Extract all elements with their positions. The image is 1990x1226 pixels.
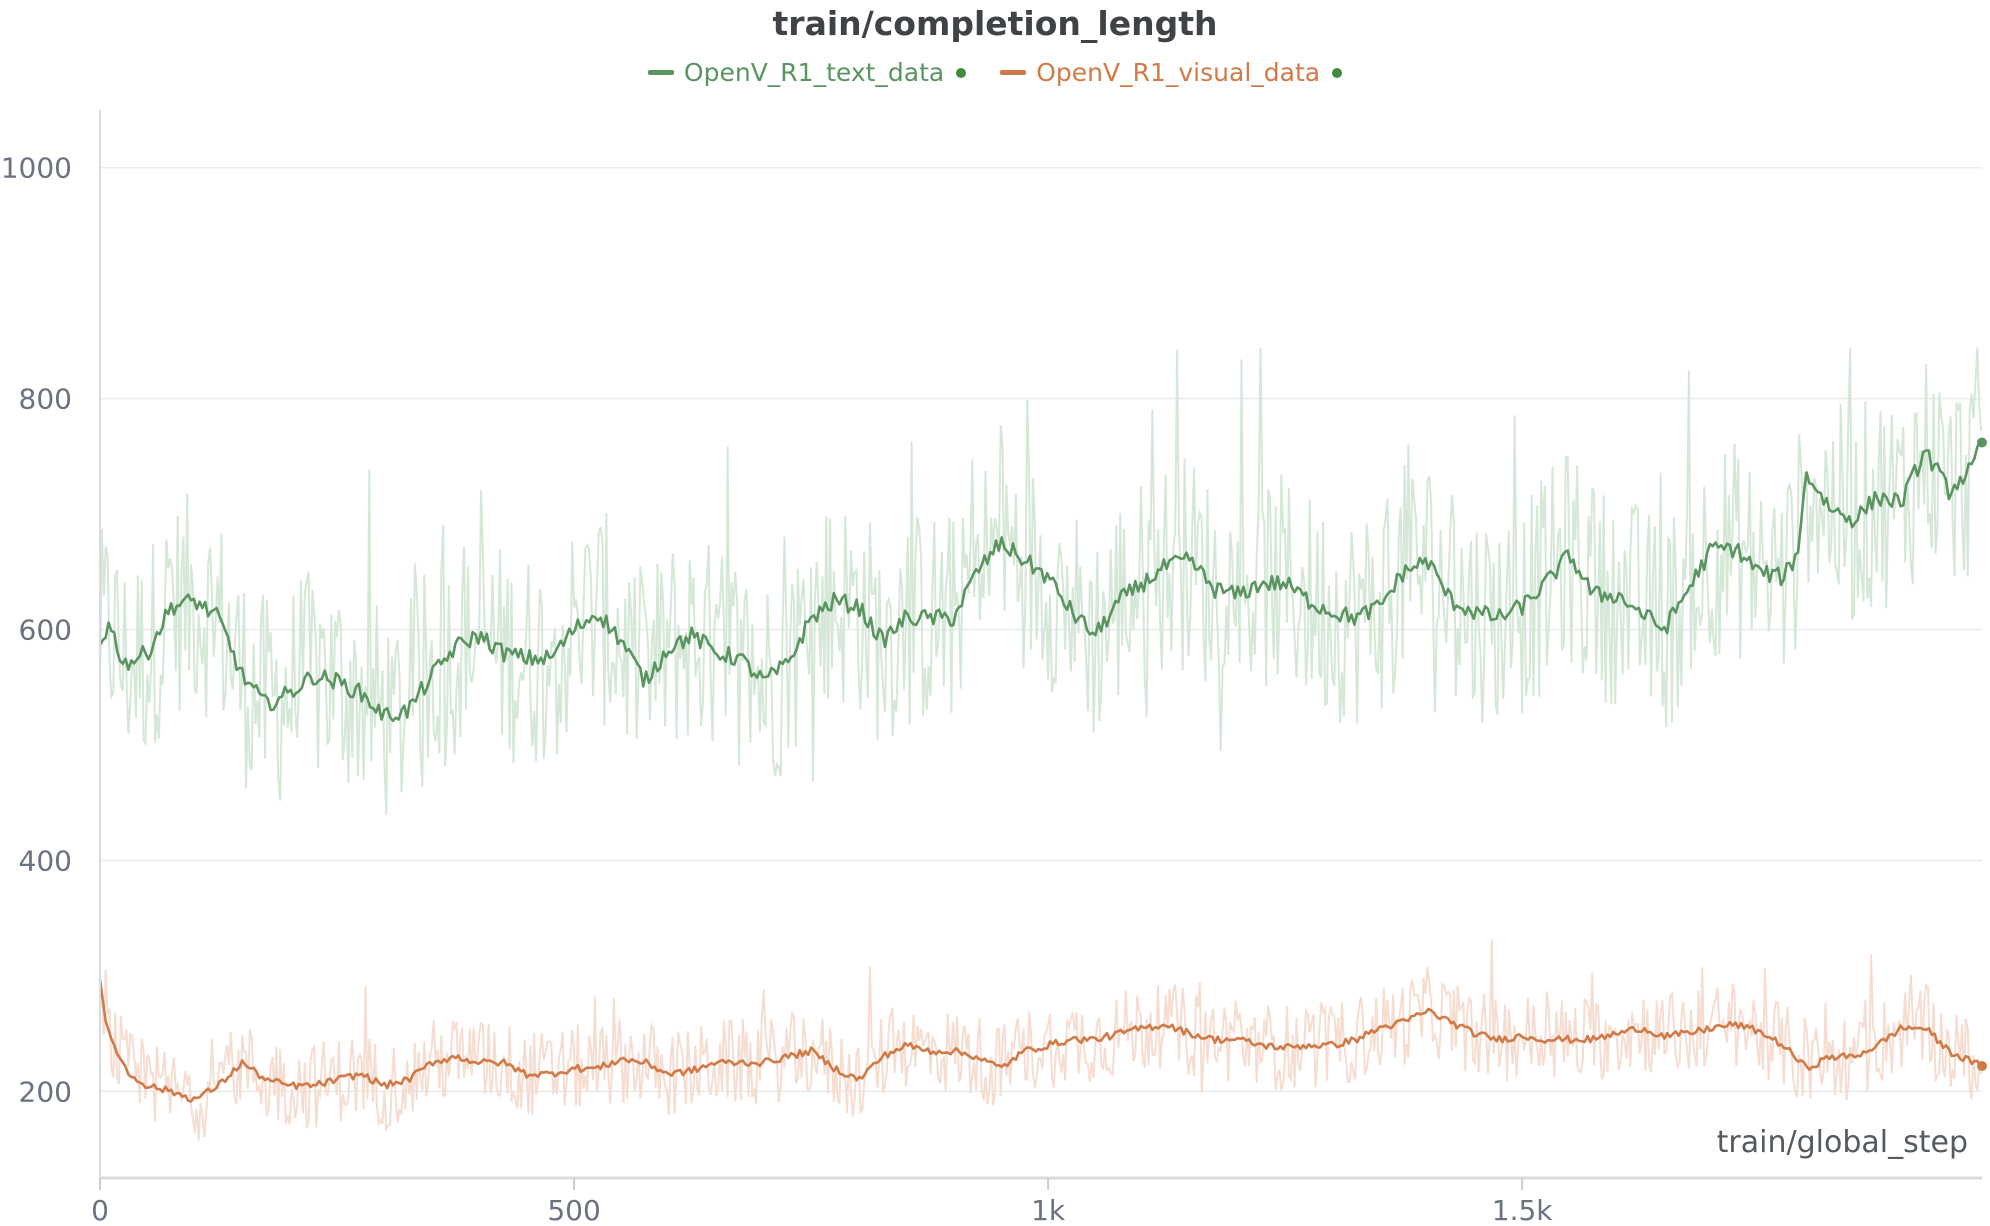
y-tick-label-600: 600 [19, 614, 72, 647]
legend: OpenV_R1_text_data OpenV_R1_visual_data [0, 58, 1990, 87]
legend-dot-text-data [956, 67, 967, 78]
y-tick-label-200: 200 [19, 1075, 72, 1108]
axes: 200 400 600 800 1000 0 500 1k 1.5k [1, 110, 1982, 1226]
legend-swatch-visual-data [1000, 70, 1027, 75]
x-tick-label-1000: 1k [1031, 1194, 1066, 1226]
series-line-visual-data [98, 979, 1982, 1103]
legend-label-visual-data: OpenV_R1_visual_data [1036, 58, 1321, 87]
series-endpoint-text-data [1977, 437, 1987, 448]
legend-entry-text-data[interactable]: OpenV_R1_text_data [647, 58, 967, 87]
legend-dot-visual-data [1332, 67, 1343, 78]
chart-title: train/completion_length [772, 4, 1218, 43]
x-tick-label-0: 0 [91, 1194, 109, 1226]
series-line-text-data [98, 439, 1982, 723]
x-axis-title: train/global_step [1717, 1125, 1968, 1160]
smoothed-series-layer [98, 437, 1987, 1103]
raw-series-layer [99, 347, 1983, 1141]
raw-line-text-data [99, 347, 1983, 815]
series-endpoint-visual-data [1977, 1061, 1987, 1072]
x-tick-label-1500: 1.5k [1492, 1194, 1554, 1226]
legend-label-text-data: OpenV_R1_text_data [683, 58, 945, 87]
y-tick-label-1000: 1000 [1, 152, 72, 185]
legend-swatch-text-data [647, 70, 674, 75]
raw-line-visual-data [99, 939, 1983, 1141]
legend-entry-visual-data[interactable]: OpenV_R1_visual_data [1000, 58, 1343, 87]
y-tick-label-400: 400 [19, 844, 72, 877]
x-tick-label-500: 500 [547, 1194, 600, 1226]
y-tick-label-800: 800 [19, 383, 72, 416]
